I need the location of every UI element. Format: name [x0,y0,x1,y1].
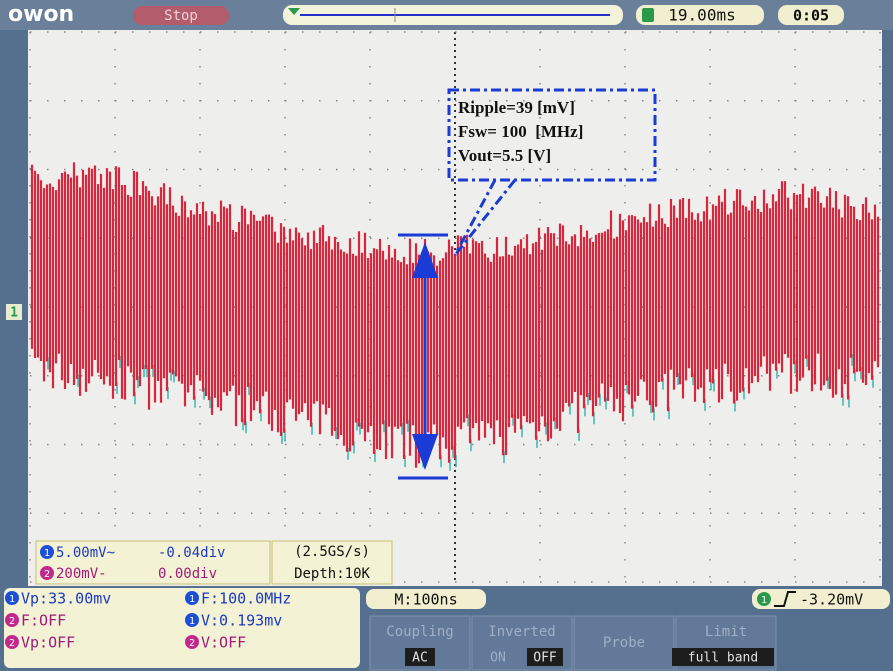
menu-option: ON [490,651,506,666]
channel-offset: 0.00div [158,566,217,582]
oscilloscope-screen: owon Stop 19.00ms 0:05 1 Ripple=39 [mV] … [0,0,893,671]
measurement: Vp:OFF [21,634,75,652]
depth: Depth:10K [294,566,370,582]
channel-scale: 200mV- [56,566,107,582]
measurement: V:OFF [201,634,246,652]
badge-label: 1 [189,594,195,605]
logo: owon [8,2,74,27]
measurement: F:OFF [21,612,66,630]
channel-offset: -0.04div [158,545,225,561]
menu-label: Coupling [386,624,453,640]
annotation-line: Ripple=39 [mV] [458,98,575,117]
menu-label: Probe [603,635,645,651]
menu-probe[interactable]: Probe [574,616,674,670]
sample-rate: (2.5GS/s) [294,544,370,560]
menu-coupling[interactable]: Coupling AC [370,616,470,670]
time-offset: 19.00ms [668,6,735,25]
menu-value: AC [412,651,428,666]
page: {"header": {"logo": "owon", "status": "S… [0,0,893,671]
channel-marker: 1 [10,306,18,321]
horizontal-scale: M:100ns [394,591,457,609]
time-icon [642,8,654,22]
measurement: Vp:33.00mv [21,590,111,608]
badge-label: 2 [9,616,15,627]
status: Stop [164,8,198,24]
menu-label: Inverted [488,624,555,640]
menu-inverted[interactable]: Inverted ON OFF [472,616,572,670]
trigger-level: -3.20mV [800,591,863,609]
annotation-line: Vout=5.5 [V] [458,146,551,165]
menu-label: Limit [705,624,747,640]
badge-label: 2 [9,638,15,649]
badge-label: 1 [761,595,767,606]
menu-limit[interactable]: Limit full band [672,616,776,670]
menu-value: full band [688,651,758,666]
menu-option: OFF [533,651,557,666]
badge-label: 2 [44,569,50,580]
badge-label: 2 [189,638,195,649]
measurement: F:100.0MHz [201,590,291,608]
annotation-line: Fsw= 100 [MHz] [458,122,583,141]
clock: 0:05 [793,7,829,25]
badge-label: 1 [189,616,195,627]
channel-scale: 5.00mV~ [56,545,115,561]
badge-label: 1 [44,548,50,559]
badge-label: 1 [9,594,15,605]
measurement: V:0.193mv [201,612,282,630]
